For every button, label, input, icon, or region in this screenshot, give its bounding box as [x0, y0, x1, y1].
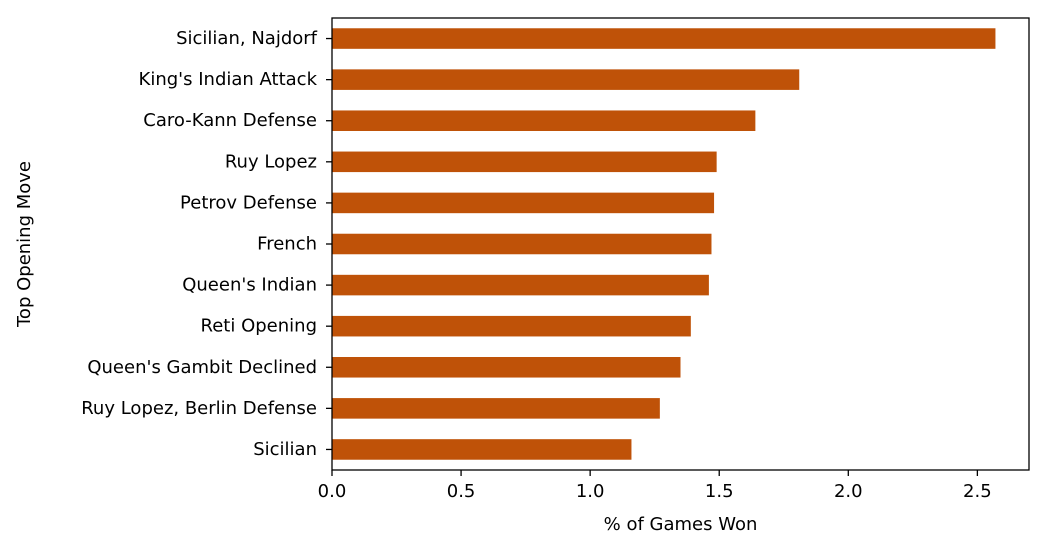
bars	[332, 28, 996, 460]
y-tick-label: Ruy Lopez, Berlin Defense	[81, 398, 317, 419]
y-tick-label: Queen's Gambit Declined	[87, 357, 317, 378]
y-tick-label: Queen's Indian	[182, 275, 317, 296]
bar	[332, 110, 756, 131]
y-tick-label: Sicilian, Najdorf	[176, 28, 318, 49]
y-tick-label: Caro-Kann Defense	[143, 110, 317, 131]
bar	[332, 192, 715, 214]
x-tick-label: 1.0	[576, 481, 605, 502]
bar	[332, 274, 709, 296]
bar	[332, 398, 660, 419]
y-tick-label: French	[257, 234, 317, 255]
x-axis-label: % of Games Won	[604, 514, 758, 535]
x-tick-label: 2.0	[834, 481, 863, 502]
bar	[332, 69, 800, 90]
y-tick-label: Ruy Lopez	[225, 151, 317, 172]
y-tick-label: King's Indian Attack	[139, 69, 318, 90]
x-tick-label: 0.5	[447, 481, 476, 502]
bar	[332, 28, 996, 49]
y-axis: Sicilian, Najdorf King's Indian Attack Car…	[81, 28, 332, 460]
x-axis: 0.0 0.5 1.0 1.5 2.0 2.5	[318, 470, 992, 502]
y-tick-label: Sicilian	[253, 439, 317, 460]
bar	[332, 315, 691, 337]
bar	[332, 357, 681, 378]
y-axis-label: Top Opening Move	[14, 161, 35, 328]
x-tick-label: 1.5	[705, 481, 734, 502]
bar	[332, 439, 632, 460]
bar	[332, 233, 712, 255]
x-tick-label: 0.0	[318, 481, 347, 502]
bar	[332, 151, 717, 173]
y-tick-label: Petrov Defense	[180, 192, 317, 213]
y-tick-label: Reti Opening	[201, 316, 317, 337]
x-tick-label: 2.5	[963, 481, 992, 502]
